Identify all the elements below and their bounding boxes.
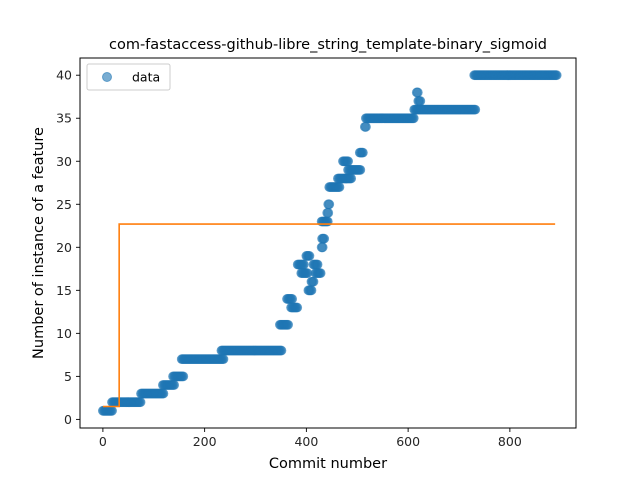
data-point [218,354,229,365]
x-tick-label: 400 [294,434,318,449]
x-tick-label: 600 [396,434,420,449]
x-tick-label: 200 [193,434,217,449]
data-point [415,96,426,106]
data-point [276,345,287,356]
fit-line [102,223,556,408]
y-tick-label: 5 [64,369,72,384]
data-point [304,251,315,261]
data-point [319,233,330,244]
data-point [287,294,298,304]
y-tick-label: 40 [56,68,72,83]
chart-title: com-fastaccess-github-libre_string_templ… [109,37,547,53]
y-tick-label: 15 [56,283,72,298]
data-point [317,242,328,253]
data-point [470,104,481,115]
data-point [178,371,189,382]
y-axis-label: Number of instance of a feature [31,127,47,359]
data-point [343,156,353,167]
data-point [107,405,117,416]
legend: data [86,63,171,91]
x-tick-label: 0 [99,434,107,449]
data-point [169,380,180,390]
data-point [408,113,419,124]
legend-label-data: data [132,70,160,85]
data-point [346,173,357,184]
x-axis-label: Commit number [269,456,387,472]
axes-frame [79,57,577,429]
data-point [312,259,323,270]
y-tick-label: 0 [64,412,72,427]
data-point [323,207,334,218]
data-point [357,147,368,158]
data-point [298,259,309,270]
y-tick-label: 25 [56,197,72,212]
data-point [360,121,371,132]
x-axis: 0 200 400 600 800 [99,428,522,449]
plot-area [97,70,562,416]
y-tick-label: 10 [56,326,72,341]
data-point [292,302,303,313]
data-point [412,87,423,98]
x-tick-label: 800 [498,434,522,449]
y-tick-label: 30 [56,154,72,169]
y-tick-label: 35 [56,111,72,126]
legend-box [86,63,171,91]
legend-marker-data [102,72,112,82]
data-point [355,164,366,175]
data-point [315,268,326,279]
y-tick-label: 20 [56,240,72,255]
data-point [324,199,335,210]
data-point [551,70,562,81]
data-point [308,276,319,287]
data-point [302,268,313,279]
y-axis: 0 5 10 15 20 25 30 35 40 [56,68,80,427]
data-point [158,388,169,399]
data-point [306,285,317,296]
data-point [334,182,345,192]
data-point [283,319,293,330]
data-point [135,397,146,408]
